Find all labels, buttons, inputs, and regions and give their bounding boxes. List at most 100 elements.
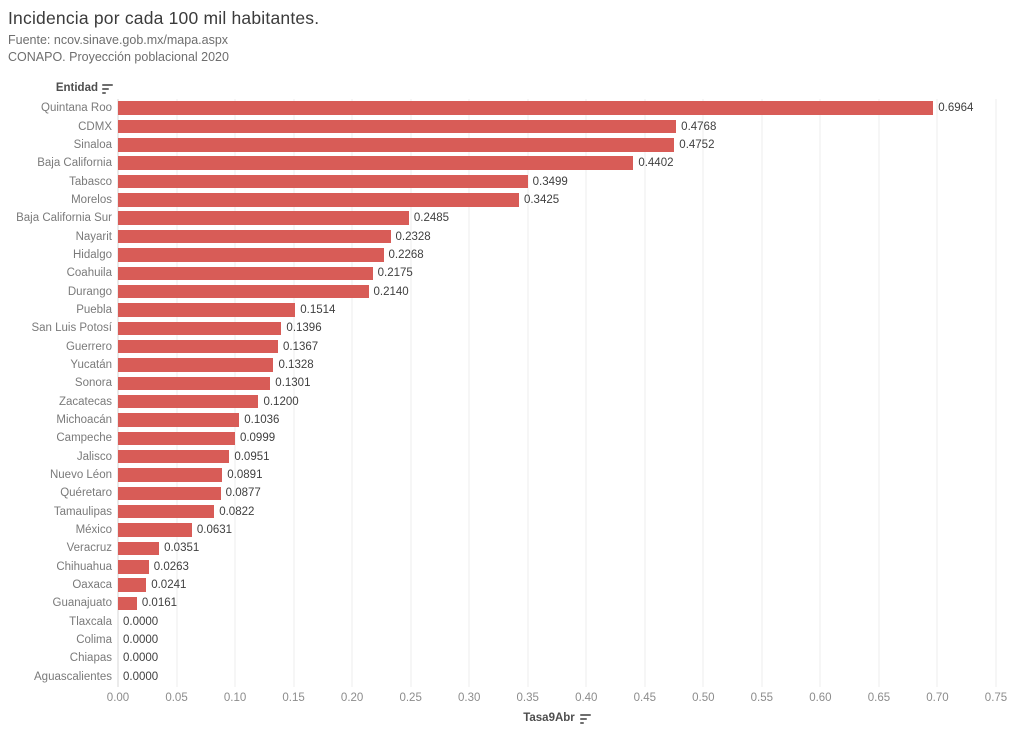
- bar[interactable]: [118, 266, 373, 281]
- x-tick-label: 0.50: [692, 692, 715, 704]
- x-tick-label: 0.15: [282, 692, 305, 704]
- bar[interactable]: [118, 449, 230, 464]
- chart-subtitle: Fuente: ncov.sinave.gob.mx/mapa.aspx CON…: [8, 32, 319, 66]
- bar-track: 0.1396: [118, 321, 996, 336]
- bar[interactable]: [118, 376, 271, 391]
- bar[interactable]: [118, 229, 391, 244]
- bar[interactable]: [118, 596, 137, 611]
- category-label: Colima: [76, 634, 112, 647]
- gridline: [761, 99, 763, 687]
- x-axis-title[interactable]: Tasa9Abr: [118, 712, 996, 724]
- value-label: 0.3499: [532, 175, 568, 188]
- bar[interactable]: [118, 523, 192, 537]
- bar-track: 0.4752: [118, 138, 996, 152]
- bar-track: 0.0161: [118, 596, 996, 611]
- category-label: Sinaloa: [73, 138, 112, 151]
- bar[interactable]: [118, 486, 221, 501]
- bar-track: 0.0951: [118, 449, 996, 464]
- bar[interactable]: [118, 504, 215, 519]
- bar[interactable]: [118, 101, 934, 115]
- category-label: Tabasco: [69, 175, 112, 188]
- bar[interactable]: [118, 284, 369, 299]
- x-tick-label: 0.30: [457, 692, 481, 704]
- value-label: 0.1396: [286, 322, 322, 335]
- value-label: 0.0161: [141, 597, 178, 610]
- x-tick-label: 0.25: [399, 692, 422, 704]
- chart-source-line: Fuente: ncov.sinave.gob.mx/mapa.aspx: [8, 33, 229, 47]
- bar[interactable]: [118, 431, 235, 446]
- bar-track: 0.2328: [118, 229, 996, 244]
- category-label: Durango: [67, 285, 112, 298]
- x-tick-label: 0.65: [867, 692, 891, 704]
- bar-row: Sonora 0.1301: [0, 374, 996, 392]
- bar[interactable]: [118, 321, 282, 336]
- category-label: Morelos: [71, 193, 112, 206]
- bar[interactable]: [118, 248, 384, 262]
- x-axis-title-label: Tasa9Abr: [523, 712, 575, 724]
- category-label: México: [75, 524, 112, 537]
- bar-track: 0.0351: [118, 541, 996, 556]
- bar-row: Aguascalientes 0.0000: [0, 668, 996, 686]
- x-tick-label: 0.10: [223, 692, 247, 704]
- category-label: Quéretaro: [60, 487, 112, 500]
- value-label: 0.2175: [377, 267, 413, 280]
- gridline: [234, 99, 236, 687]
- bar[interactable]: [118, 560, 149, 574]
- bar[interactable]: [118, 174, 528, 189]
- category-label: Aguascalientes: [34, 670, 112, 683]
- bar-track: 0.0241: [118, 578, 996, 592]
- value-label: 0.3425: [523, 193, 560, 206]
- title-block: Incidencia por cada 100 mil habitantes. …: [8, 8, 319, 66]
- bar[interactable]: [118, 413, 240, 427]
- bar-row: Baja California 0.4402: [0, 154, 996, 172]
- category-label: CDMX: [78, 120, 112, 133]
- bar[interactable]: [118, 578, 147, 592]
- bar[interactable]: [118, 211, 409, 225]
- zero-axis-line: [117, 99, 119, 687]
- bar-row: Nayarit 0.2328: [0, 227, 996, 245]
- category-label: Yucatán: [70, 358, 112, 371]
- category-label: Quintana Roo: [41, 102, 112, 115]
- gridline: [468, 99, 470, 687]
- x-tick-label: 0.00: [106, 692, 130, 704]
- bar-track: 0.1328: [118, 358, 996, 372]
- bar-row: Campeche 0.0999: [0, 429, 996, 447]
- value-label: 0.0631: [196, 524, 233, 537]
- category-label: Chiapas: [69, 652, 112, 665]
- row-header-entidad[interactable]: Entidad: [0, 82, 113, 94]
- sort-descending-icon: [579, 713, 591, 724]
- bar[interactable]: [118, 339, 279, 354]
- bar[interactable]: [118, 119, 677, 134]
- bar-track: 0.1514: [118, 303, 996, 317]
- value-label: 0.1036: [244, 414, 280, 427]
- value-label: 0.1514: [300, 303, 336, 316]
- category-label: Campeche: [56, 432, 112, 445]
- bar[interactable]: [118, 358, 274, 372]
- value-label: 0.0000: [123, 634, 159, 647]
- value-label: 0.1301: [275, 377, 311, 390]
- bar[interactable]: [118, 394, 259, 409]
- bar[interactable]: [118, 541, 160, 556]
- bar[interactable]: [118, 468, 223, 482]
- category-label: Oaxaca: [72, 579, 112, 592]
- bar-rows: Quintana Roo 0.6964 CDMX 0.4768 Sinaloa 0.475…: [0, 99, 996, 686]
- bar-track: 0.1367: [118, 339, 996, 354]
- value-label: 0.0891: [227, 469, 263, 482]
- value-label: 0.1367: [283, 340, 319, 353]
- bar[interactable]: [118, 138, 675, 152]
- bar-track: 0.2140: [118, 284, 996, 299]
- category-label: Baja California Sur: [16, 212, 112, 225]
- bar-track: 0.0822: [118, 504, 996, 519]
- value-label: 0.0951: [234, 450, 270, 463]
- bar-row: Chihuahua 0.0263: [0, 558, 996, 576]
- gridline: [819, 99, 821, 687]
- bar-track: 0.1200: [118, 394, 996, 409]
- bar-track: 0.0877: [118, 486, 996, 501]
- bar[interactable]: [118, 193, 519, 207]
- category-label: Guanajuato: [52, 597, 112, 610]
- chart-projection-line: CONAPO. Proyección poblacional 2020: [8, 50, 229, 64]
- bar[interactable]: [118, 156, 634, 170]
- bar[interactable]: [118, 303, 296, 317]
- value-label: 0.0000: [123, 615, 159, 628]
